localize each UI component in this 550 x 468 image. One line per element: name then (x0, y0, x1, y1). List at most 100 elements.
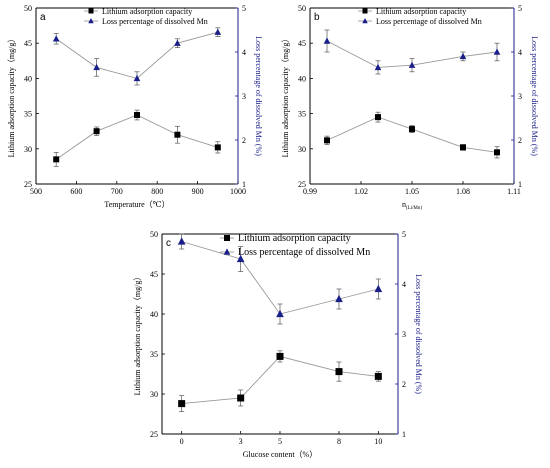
y-left-axis-title: Lithium adsorption capacity（mg/g） (133, 273, 142, 396)
data-point-square (214, 144, 221, 151)
y-right-tick-label: 1 (518, 180, 522, 189)
series-mn-loss (323, 29, 501, 75)
panel-letter: c (166, 238, 171, 249)
data-point-square (335, 368, 343, 376)
y-right-tick-label: 5 (518, 4, 522, 13)
data-point-triangle (459, 52, 467, 60)
x-tick-label: 700 (111, 187, 123, 196)
data-point-triangle (214, 28, 222, 35)
series-lithium-capacity (324, 111, 500, 159)
y-left-tick-label: 40 (24, 74, 32, 83)
panel-letter: a (40, 12, 46, 23)
y-right-tick-label: 2 (402, 380, 406, 389)
x-tick-label: 800 (151, 187, 163, 196)
x-axis-title: n(Li/Mn) (402, 200, 422, 211)
y-right-tick-label: 5 (402, 230, 406, 239)
x-axis-title: Glucose content（%） (243, 450, 317, 459)
y-left-tick-label: 50 (24, 4, 32, 13)
x-tick-label: 1.05 (405, 187, 419, 196)
legend-label: Lithium adsorption capacity (376, 7, 466, 16)
y-right-tick-label: 1 (242, 180, 246, 189)
data-point-square (460, 144, 466, 151)
y-left-tick-label: 50 (298, 4, 306, 13)
data-point-square (276, 352, 284, 360)
data-point-triangle (374, 284, 383, 293)
y-right-tick-label: 3 (402, 330, 406, 339)
y-right-tick-label: 3 (518, 92, 522, 101)
panels: 500 600 700 800 900 100025303540455012345Lith… (7, 4, 539, 459)
series-lithium-capacity (53, 109, 221, 167)
x-tick-label: 1.11 (507, 187, 521, 196)
y-right-axis-title: Loss percentage of dissolved Mn (%) (414, 274, 423, 394)
x-tick-label: 1.08 (456, 187, 470, 196)
legend-marker-triangle (88, 18, 94, 24)
y-right-tick-label: 2 (242, 136, 246, 145)
data-point-triangle (408, 61, 416, 68)
legend-marker-triangle (223, 248, 231, 255)
legend-label: Loss percentage of dissolved Mn (238, 247, 370, 258)
legend-label: Loss percentage of dissolved Mn (102, 17, 208, 26)
y-right-tick-label: 2 (518, 136, 522, 145)
data-point-triangle (174, 39, 181, 46)
y-left-axis-title: Lithium adsorption capacity（mg/g） (7, 35, 16, 158)
data-point-square (494, 149, 500, 156)
series-lithium-capacity (178, 350, 382, 412)
data-point-triangle (177, 237, 186, 245)
y-left-tick-label: 30 (298, 145, 306, 154)
y-left-tick-label: 45 (298, 39, 306, 48)
data-point-square (174, 131, 181, 138)
data-point-square (134, 112, 140, 119)
y-left-tick-label: 35 (150, 350, 158, 359)
x-tick-label: 3 (239, 437, 243, 446)
x-tick-label: 1.02 (354, 187, 368, 196)
y-right-axis-title: Loss percentage of dissolved Mn (%) (254, 36, 263, 156)
data-point-triangle (236, 254, 245, 263)
y-left-tick-label: 40 (150, 310, 158, 319)
y-right-tick-label: 4 (518, 48, 522, 57)
legend-marker-square (224, 235, 230, 241)
data-point-triangle (335, 294, 343, 303)
chart-panel-b: 0.99 1.02 1.05 1.08 1.1125303540455012345Lit… (281, 4, 539, 211)
x-tick-label: 5 (278, 437, 282, 446)
data-point-square (409, 126, 415, 133)
legend-marker-square (362, 8, 368, 14)
x-axis-title: Temperature（℃） (104, 200, 169, 209)
legend-label: Lithium adsorption capacity (102, 7, 192, 16)
x-tick-label: 500 (30, 187, 42, 196)
x-tick-label: 0 (180, 437, 184, 446)
y-left-tick-label: 30 (24, 145, 32, 154)
x-tick-label: 600 (70, 187, 82, 196)
data-point-square (324, 137, 330, 144)
y-right-tick-label: 4 (242, 48, 246, 57)
data-point-triangle (493, 48, 501, 55)
y-left-tick-label: 30 (150, 390, 158, 399)
series-mn-loss (52, 27, 222, 86)
y-left-tick-label: 25 (24, 180, 32, 189)
y-right-tick-label: 4 (402, 280, 406, 289)
series-mn-loss (177, 233, 383, 325)
data-point-triangle (133, 74, 141, 82)
y-left-tick-label: 25 (150, 430, 158, 439)
data-point-triangle (93, 63, 100, 71)
y-right-tick-label: 5 (242, 4, 246, 13)
data-point-square (375, 114, 381, 121)
x-axis-title-subscript: (Li/Mn) (406, 206, 422, 211)
data-point-square (178, 400, 186, 408)
y-left-tick-label: 25 (298, 180, 306, 189)
panel-letter: b (314, 12, 320, 23)
x-tick-label: 0.99 (303, 187, 317, 196)
x-axis-title-main: n (402, 200, 406, 209)
data-point-triangle (374, 63, 382, 71)
legend-label: Loss percentage of dissolved Mn (376, 17, 482, 26)
chart-panel-a: 500 600 700 800 900 100025303540455012345Lith… (7, 4, 263, 209)
legend-marker-triangle (362, 18, 368, 24)
y-right-tick-label: 1 (402, 430, 406, 439)
x-tick-label: 10 (374, 437, 382, 446)
legend-marker-square (88, 8, 94, 14)
data-point-square (374, 372, 382, 380)
x-tick-label: 8 (337, 437, 341, 446)
data-point-square (53, 156, 60, 163)
x-tick-label: 900 (192, 187, 204, 196)
y-left-tick-label: 45 (150, 270, 158, 279)
